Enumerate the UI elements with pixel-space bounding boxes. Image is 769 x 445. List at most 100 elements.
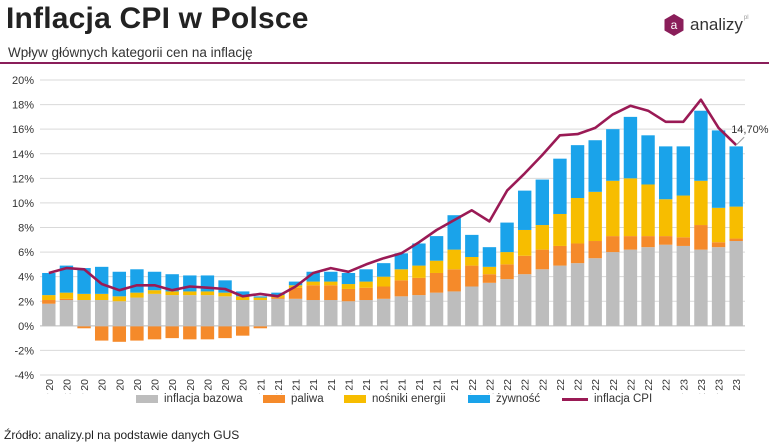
brand-suffix: pl (743, 15, 749, 21)
y-tick-label: 18% (12, 100, 34, 112)
bar-segment-zywnosc (394, 253, 409, 270)
bar-segment-paliwa (59, 298, 74, 301)
x-tick-label: sie 21 (379, 379, 391, 394)
x-tick-label: paź 21 (414, 379, 426, 394)
svg-text:a: a (671, 18, 678, 32)
bar-segment-energia (711, 207, 726, 243)
bar-segment-bazowa (711, 247, 726, 326)
bar-segment-bazowa (306, 300, 320, 326)
legend-swatch-paliwa (263, 395, 285, 403)
bar-segment-zywnosc (623, 116, 638, 179)
bar-segment-energia (412, 265, 426, 278)
bar-segment-energia (676, 195, 691, 238)
x-tick-label: wrz 22 (608, 379, 620, 394)
bar-segment-zywnosc (694, 110, 708, 181)
x-tick-label: lis 20 (220, 379, 232, 394)
bar-segment-energia (570, 198, 585, 244)
bar-segment-paliwa (606, 236, 620, 253)
cpi-line (48, 98, 738, 298)
x-tick-label: mar 20 (79, 379, 91, 394)
bar-segment-energia (94, 293, 109, 301)
x-tick-label: lut 22 (484, 379, 496, 394)
x-tick-label: mar 21 (291, 379, 303, 394)
bar-segment-bazowa (59, 300, 74, 326)
bar-segment-paliwa (447, 269, 461, 292)
bar-segment-paliwa (658, 236, 673, 245)
bar-segment-paliwa (553, 245, 567, 266)
bar-segment-energia (429, 260, 444, 273)
x-tick-label: kwi 21 (308, 379, 320, 394)
bar-segment-zywnosc (341, 272, 356, 285)
y-tick-label: 14% (12, 149, 34, 161)
bar-segment-bazowa (676, 245, 691, 326)
bar-segment-bazowa (376, 298, 391, 326)
bar-segment-zywnosc (588, 140, 602, 192)
bar-segment-zywnosc (676, 146, 691, 196)
bar-segment-zywnosc (465, 234, 479, 257)
bar-segment-paliwa (288, 287, 303, 299)
bar-segment-zywnosc (606, 129, 620, 181)
bar-segment-zywnosc (517, 190, 532, 230)
x-tick-label: lip 21 (361, 379, 373, 394)
bar-segment-paliwa (641, 236, 655, 248)
x-tick-label: lis 21 (432, 379, 444, 394)
x-tick-label: sty 22 (467, 379, 479, 394)
bar-segment-bazowa (658, 244, 673, 326)
legend-item-zywnosc: żywność (468, 393, 540, 405)
bar-segment-paliwa (535, 249, 550, 270)
bar-segment-zywnosc (324, 271, 338, 282)
x-tick-label: maj 20 (114, 379, 126, 394)
bar-segment-bazowa (165, 295, 179, 326)
header-divider (0, 62, 769, 64)
bar-segment-zywnosc (253, 296, 268, 298)
bar-segment-energia (130, 292, 144, 298)
source-note: Źródło: analizy.pl na podstawie danych G… (4, 428, 240, 442)
x-tick-label: lip 20 (150, 379, 162, 394)
legend-item-cpi: inflacja CPI (562, 393, 652, 405)
bar-segment-bazowa (694, 249, 708, 326)
bar-segment-paliwa (130, 325, 144, 341)
bar-segment-paliwa (412, 277, 426, 296)
bar-segment-energia (235, 296, 250, 301)
bar-segment-paliwa (235, 325, 250, 336)
bar-segment-bazowa (147, 293, 162, 326)
legend-swatch-energia (344, 395, 366, 403)
bar-segment-paliwa (200, 325, 215, 340)
x-tick-label: lut 21 (273, 379, 285, 394)
bar-segment-bazowa (500, 279, 514, 326)
bar-segment-bazowa (535, 269, 550, 326)
bar-segment-zywnosc (729, 146, 743, 207)
bar-segment-energia (394, 269, 409, 281)
x-tick-label: lut 23 (696, 379, 708, 394)
bar-segment-paliwa (676, 237, 691, 246)
bar-segment-paliwa (147, 325, 162, 340)
bar-segment-zywnosc (429, 236, 444, 261)
bar-segment-energia (341, 284, 356, 289)
x-tick-label: lip 22 (573, 379, 585, 394)
y-tick-label: 6% (18, 247, 34, 259)
x-tick-label: sty 20 (44, 379, 56, 394)
bar-segment-bazowa (324, 300, 338, 326)
bar-segment-energia (623, 178, 638, 237)
bar-segment-bazowa (112, 301, 127, 326)
bar-segment-zywnosc (235, 291, 250, 297)
bar-segment-zywnosc (482, 247, 497, 267)
bar-segment-bazowa (130, 297, 144, 326)
annotation-leader (735, 136, 745, 146)
x-tick-label: maj 22 (537, 379, 549, 394)
bar-segment-paliwa (729, 238, 743, 242)
x-tick-label: lut 20 (61, 379, 73, 394)
bar-segment-energia (359, 281, 373, 288)
x-tick-label: gru 20 (238, 379, 250, 394)
x-tick-label: kwi 20 (97, 379, 109, 394)
x-tick-label: cze 21 (343, 379, 355, 394)
y-tick-label: 20% (12, 75, 34, 87)
bar-segment-paliwa (324, 285, 338, 301)
bar-segment-zywnosc (183, 275, 197, 292)
bar-segment-paliwa (165, 325, 179, 339)
brand-logo[interactable]: a analizypl (664, 14, 749, 36)
bar-segment-bazowa (623, 249, 638, 326)
x-tick-label: wrz 20 (185, 379, 197, 394)
x-tick-label: sty 23 (678, 379, 690, 394)
bar-segment-paliwa (271, 297, 285, 299)
